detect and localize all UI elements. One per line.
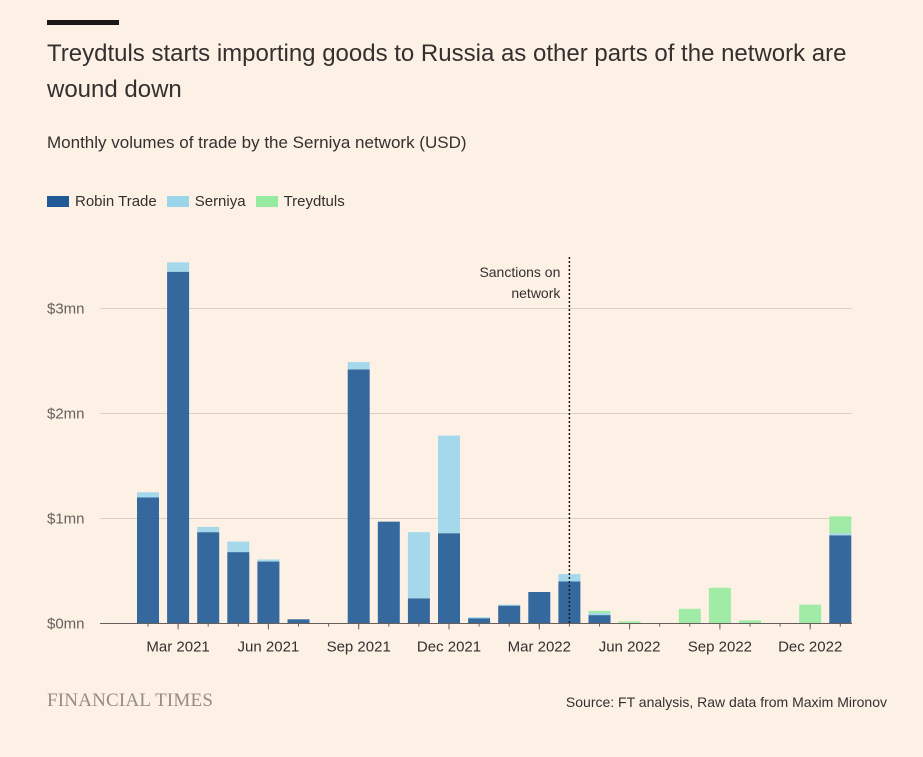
bar-segment xyxy=(829,533,852,536)
bar-segment xyxy=(347,362,370,370)
chart-subtitle: Monthly volumes of trade by the Serniya … xyxy=(47,133,467,152)
legend-swatch-serniya xyxy=(166,196,189,207)
bar-segment xyxy=(137,492,159,498)
bar-segment xyxy=(438,435,460,534)
bar-segment xyxy=(739,620,761,624)
ft-logo: FINANCIAL TIMES xyxy=(47,690,214,711)
bar-segment xyxy=(468,617,491,619)
legend-label: Robin Trade xyxy=(75,193,157,210)
legend-swatch-treydtuls xyxy=(255,196,278,207)
bar-segment xyxy=(708,587,731,624)
bar-segment xyxy=(528,592,551,624)
y-tick-label: $3mn xyxy=(47,301,85,318)
chart-title: Treydtuls starts importing goods to Russ… xyxy=(47,40,847,103)
bar-segment xyxy=(588,610,611,613)
y-tick-label: $1mn xyxy=(47,511,85,528)
bar-segment xyxy=(618,621,641,624)
legend-label: Treydtuls xyxy=(283,193,345,210)
bar-segment xyxy=(438,533,460,624)
x-tick-label: Jun 2022 xyxy=(599,639,661,656)
legend-label: Serniya xyxy=(194,193,246,210)
bar-segment xyxy=(588,613,611,616)
source-note: Source: FT analysis, Raw data from Maxim… xyxy=(565,694,887,710)
bar-segment xyxy=(227,541,250,553)
x-tick-label: Sep 2022 xyxy=(688,639,752,656)
bar-segment xyxy=(829,516,852,534)
x-tick-label: Mar 2022 xyxy=(508,639,571,656)
x-tick-label: Dec 2021 xyxy=(417,639,481,656)
bar-segment xyxy=(167,262,190,272)
legend-item-serniya: Serniya xyxy=(166,193,246,210)
bar-segment xyxy=(498,604,521,606)
sanctions-annotation-text: network xyxy=(511,285,561,301)
bar-segment xyxy=(377,521,400,624)
x-tick-label: Mar 2021 xyxy=(146,639,209,656)
x-tick-label: Sep 2021 xyxy=(327,639,391,656)
bar-segment xyxy=(407,598,430,624)
legend-item-robin-trade: Robin Trade xyxy=(47,193,157,210)
bar-segment xyxy=(257,561,280,624)
legend-item-treydtuls: Treydtuls xyxy=(255,193,345,210)
bar-segment xyxy=(347,369,370,624)
legend: Robin Trade Serniya Treydtuls xyxy=(47,193,355,210)
bar-segment xyxy=(287,619,310,624)
bar-segment xyxy=(588,615,611,624)
x-tick-label: Jun 2021 xyxy=(238,639,300,656)
bar-segment xyxy=(498,605,521,624)
bar-segment xyxy=(407,532,430,599)
y-tick-label: $2mn xyxy=(47,406,85,423)
bar-segment xyxy=(257,559,280,562)
bar-segment xyxy=(829,535,852,624)
bar-segment xyxy=(227,552,250,624)
x-tick-label: Dec 2022 xyxy=(778,639,842,656)
bar-segment xyxy=(468,618,491,624)
bar-segment xyxy=(137,497,159,624)
bar-segment xyxy=(197,532,220,624)
bar-segment xyxy=(799,604,822,624)
bar-segment xyxy=(678,608,701,624)
legend-swatch-robin-trade xyxy=(47,196,69,207)
y-tick-label: $0mn xyxy=(47,616,85,633)
bar-segment xyxy=(197,526,220,533)
sanctions-annotation-text: Sanctions on xyxy=(479,264,560,280)
brand-bar xyxy=(47,20,119,25)
bar-segment xyxy=(167,271,190,624)
